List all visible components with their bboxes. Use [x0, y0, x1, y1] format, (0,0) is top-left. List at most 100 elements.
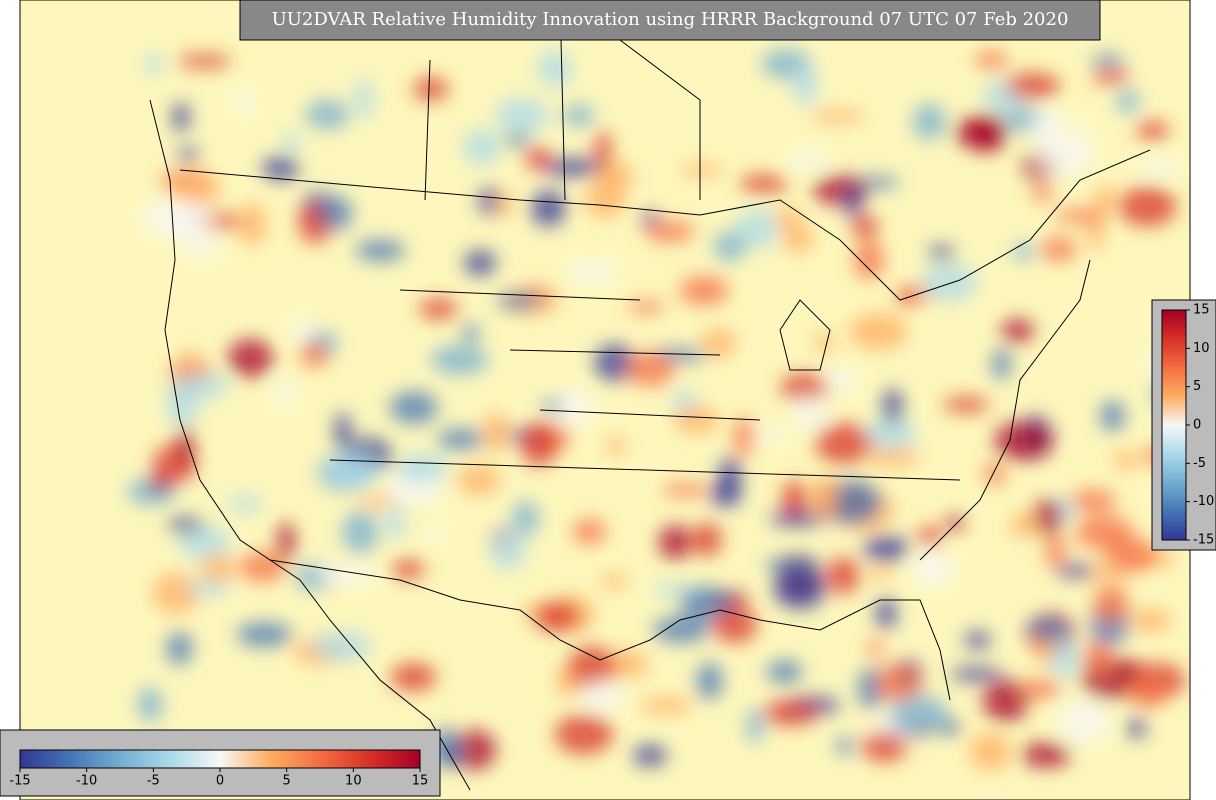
field-blob: [567, 645, 616, 687]
field-blob: [691, 522, 722, 557]
field-blob: [1094, 185, 1117, 214]
field-blob: [792, 63, 818, 106]
field-blob: [662, 483, 709, 497]
field-blob: [1093, 584, 1129, 624]
field-blob: [875, 663, 922, 703]
field-blob: [275, 380, 293, 410]
field-blob: [836, 736, 853, 756]
field-blob: [572, 518, 607, 545]
title: UU2DVAR Relative Humidity Innovation usi…: [272, 9, 1069, 30]
field-blob: [909, 551, 954, 586]
field-blob: [1045, 534, 1066, 568]
field-blob: [644, 220, 695, 243]
tick-label: 0: [216, 774, 224, 789]
tick-label: -5: [147, 774, 160, 789]
field-blob: [489, 526, 526, 570]
field-blob: [1048, 635, 1081, 679]
tick-label: 10: [345, 774, 362, 789]
field-blob: [232, 91, 254, 111]
field-blob: [311, 631, 372, 662]
field-blob: [594, 130, 612, 172]
field-blob: [419, 298, 458, 320]
field-blob: [530, 190, 566, 227]
field-blob: [1092, 70, 1130, 84]
field-blob: [1104, 537, 1157, 573]
tick-label: -15: [1193, 533, 1214, 548]
field-blob: [747, 428, 789, 441]
colorbar: [1161, 309, 1187, 541]
field-blob: [342, 510, 379, 555]
field-blob: [1128, 676, 1168, 708]
field-blob: [713, 231, 746, 262]
tick-label: -15: [9, 774, 30, 789]
field-blob: [863, 535, 910, 563]
field-blob: [413, 77, 449, 102]
field-blob: [386, 474, 444, 505]
field-blob: [773, 568, 826, 610]
field-blob: [227, 496, 264, 512]
title-box: [239, 0, 1101, 41]
field-blob: [967, 114, 1006, 153]
field-blob: [849, 313, 908, 350]
field-blob: [462, 323, 480, 343]
field-blob: [402, 453, 449, 482]
field-blob: [889, 694, 949, 737]
field-blob: [324, 453, 381, 488]
field-blob: [562, 104, 595, 127]
field-blob: [815, 332, 834, 354]
field-blob: [300, 341, 329, 368]
field-blob: [781, 480, 809, 522]
field-blob: [436, 428, 485, 450]
field-blob: [520, 422, 559, 467]
field-blob: [782, 224, 814, 253]
field-blob: [1020, 742, 1071, 768]
field-blob: [167, 517, 204, 533]
field-blob: [810, 475, 840, 517]
field-blob: [1054, 208, 1107, 224]
field-blob: [912, 103, 947, 140]
field-blob: [568, 262, 616, 282]
field-blob: [554, 714, 613, 755]
field-blob: [385, 503, 405, 541]
field-blob: [746, 707, 764, 744]
tick-label: 5: [1193, 379, 1201, 394]
field-blob: [1001, 318, 1034, 343]
field-blob: [769, 511, 827, 527]
field-blob: [950, 667, 1003, 682]
field-blob: [851, 214, 879, 239]
field-blob: [862, 420, 918, 451]
field-blob: [494, 98, 550, 133]
field-blob: [584, 181, 626, 218]
field-blob: [875, 597, 897, 630]
field-blob: [227, 338, 274, 378]
field-blob: [983, 462, 1006, 486]
field-blob: [864, 448, 920, 467]
field-blob: [170, 373, 229, 400]
field: [127, 49, 1190, 771]
tick-label: 15: [1193, 303, 1210, 318]
field-blob: [359, 494, 395, 508]
field-blob: [428, 525, 445, 541]
field-blob: [918, 526, 943, 547]
field-blob: [680, 163, 725, 177]
field-blob: [969, 733, 1012, 771]
field-blob: [1009, 511, 1040, 538]
field-blob: [176, 424, 194, 468]
field-blob: [1126, 718, 1147, 739]
field-blob: [289, 321, 318, 339]
field-blob: [928, 245, 956, 261]
field-blob: [653, 616, 710, 643]
field-blob: [1033, 635, 1055, 665]
field-blob: [1013, 242, 1035, 262]
field-blob: [1057, 699, 1111, 744]
tick-label: 10: [1193, 341, 1210, 356]
field-blob: [456, 465, 501, 496]
field-blob: [482, 411, 510, 453]
tick-label: -10: [1193, 494, 1214, 509]
field-blob: [463, 250, 497, 276]
field-blob: [184, 580, 232, 596]
field-blob: [825, 557, 860, 595]
field-blob: [632, 744, 667, 767]
field-blob: [639, 697, 693, 714]
field-blob: [262, 156, 300, 181]
